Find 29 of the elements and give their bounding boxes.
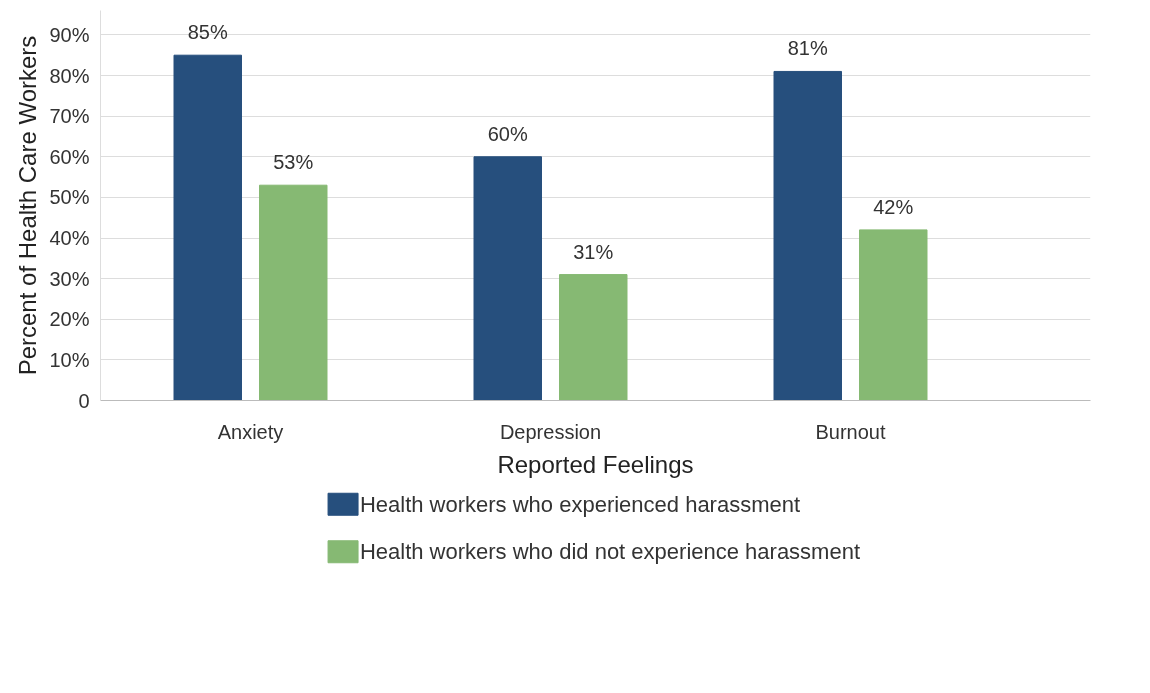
data-label: 85% [187, 21, 228, 44]
y-tick-label: 30% [49, 267, 90, 290]
data-label: 53% [273, 151, 314, 174]
legend-label: Health workers who experienced harassment [359, 491, 801, 517]
y-axis-title: Percent of Health Care Workers [14, 35, 42, 376]
y-tick-label: 60% [49, 145, 90, 168]
y-tick-label: 80% [49, 64, 90, 87]
y-tick-label: 90% [49, 23, 90, 46]
x-tick-label: Burnout [815, 420, 886, 443]
data-label: 42% [873, 195, 914, 218]
y-tick-label: 40% [49, 227, 90, 249]
y-tick-label: 50% [49, 186, 90, 209]
x-axis-title: Reported Feelings [497, 450, 694, 478]
data-label: 81% [787, 37, 828, 60]
y-tick-label: 0 [78, 389, 90, 412]
bar [259, 184, 328, 401]
y-tick-label: 20% [49, 308, 90, 331]
x-tick-label: Anxiety [217, 420, 284, 443]
data-label: 60% [487, 122, 528, 145]
bar [473, 156, 542, 401]
bar [773, 70, 842, 401]
x-tick-label: Depression [499, 420, 602, 443]
bar [173, 54, 242, 401]
legend-label: Health workers who did not experience harassment [359, 539, 861, 565]
y-tick-label: 10% [49, 348, 90, 371]
data-label: 31% [573, 240, 614, 263]
bar [859, 229, 928, 401]
bar [559, 274, 628, 401]
y-tick-label: 70% [49, 105, 90, 128]
